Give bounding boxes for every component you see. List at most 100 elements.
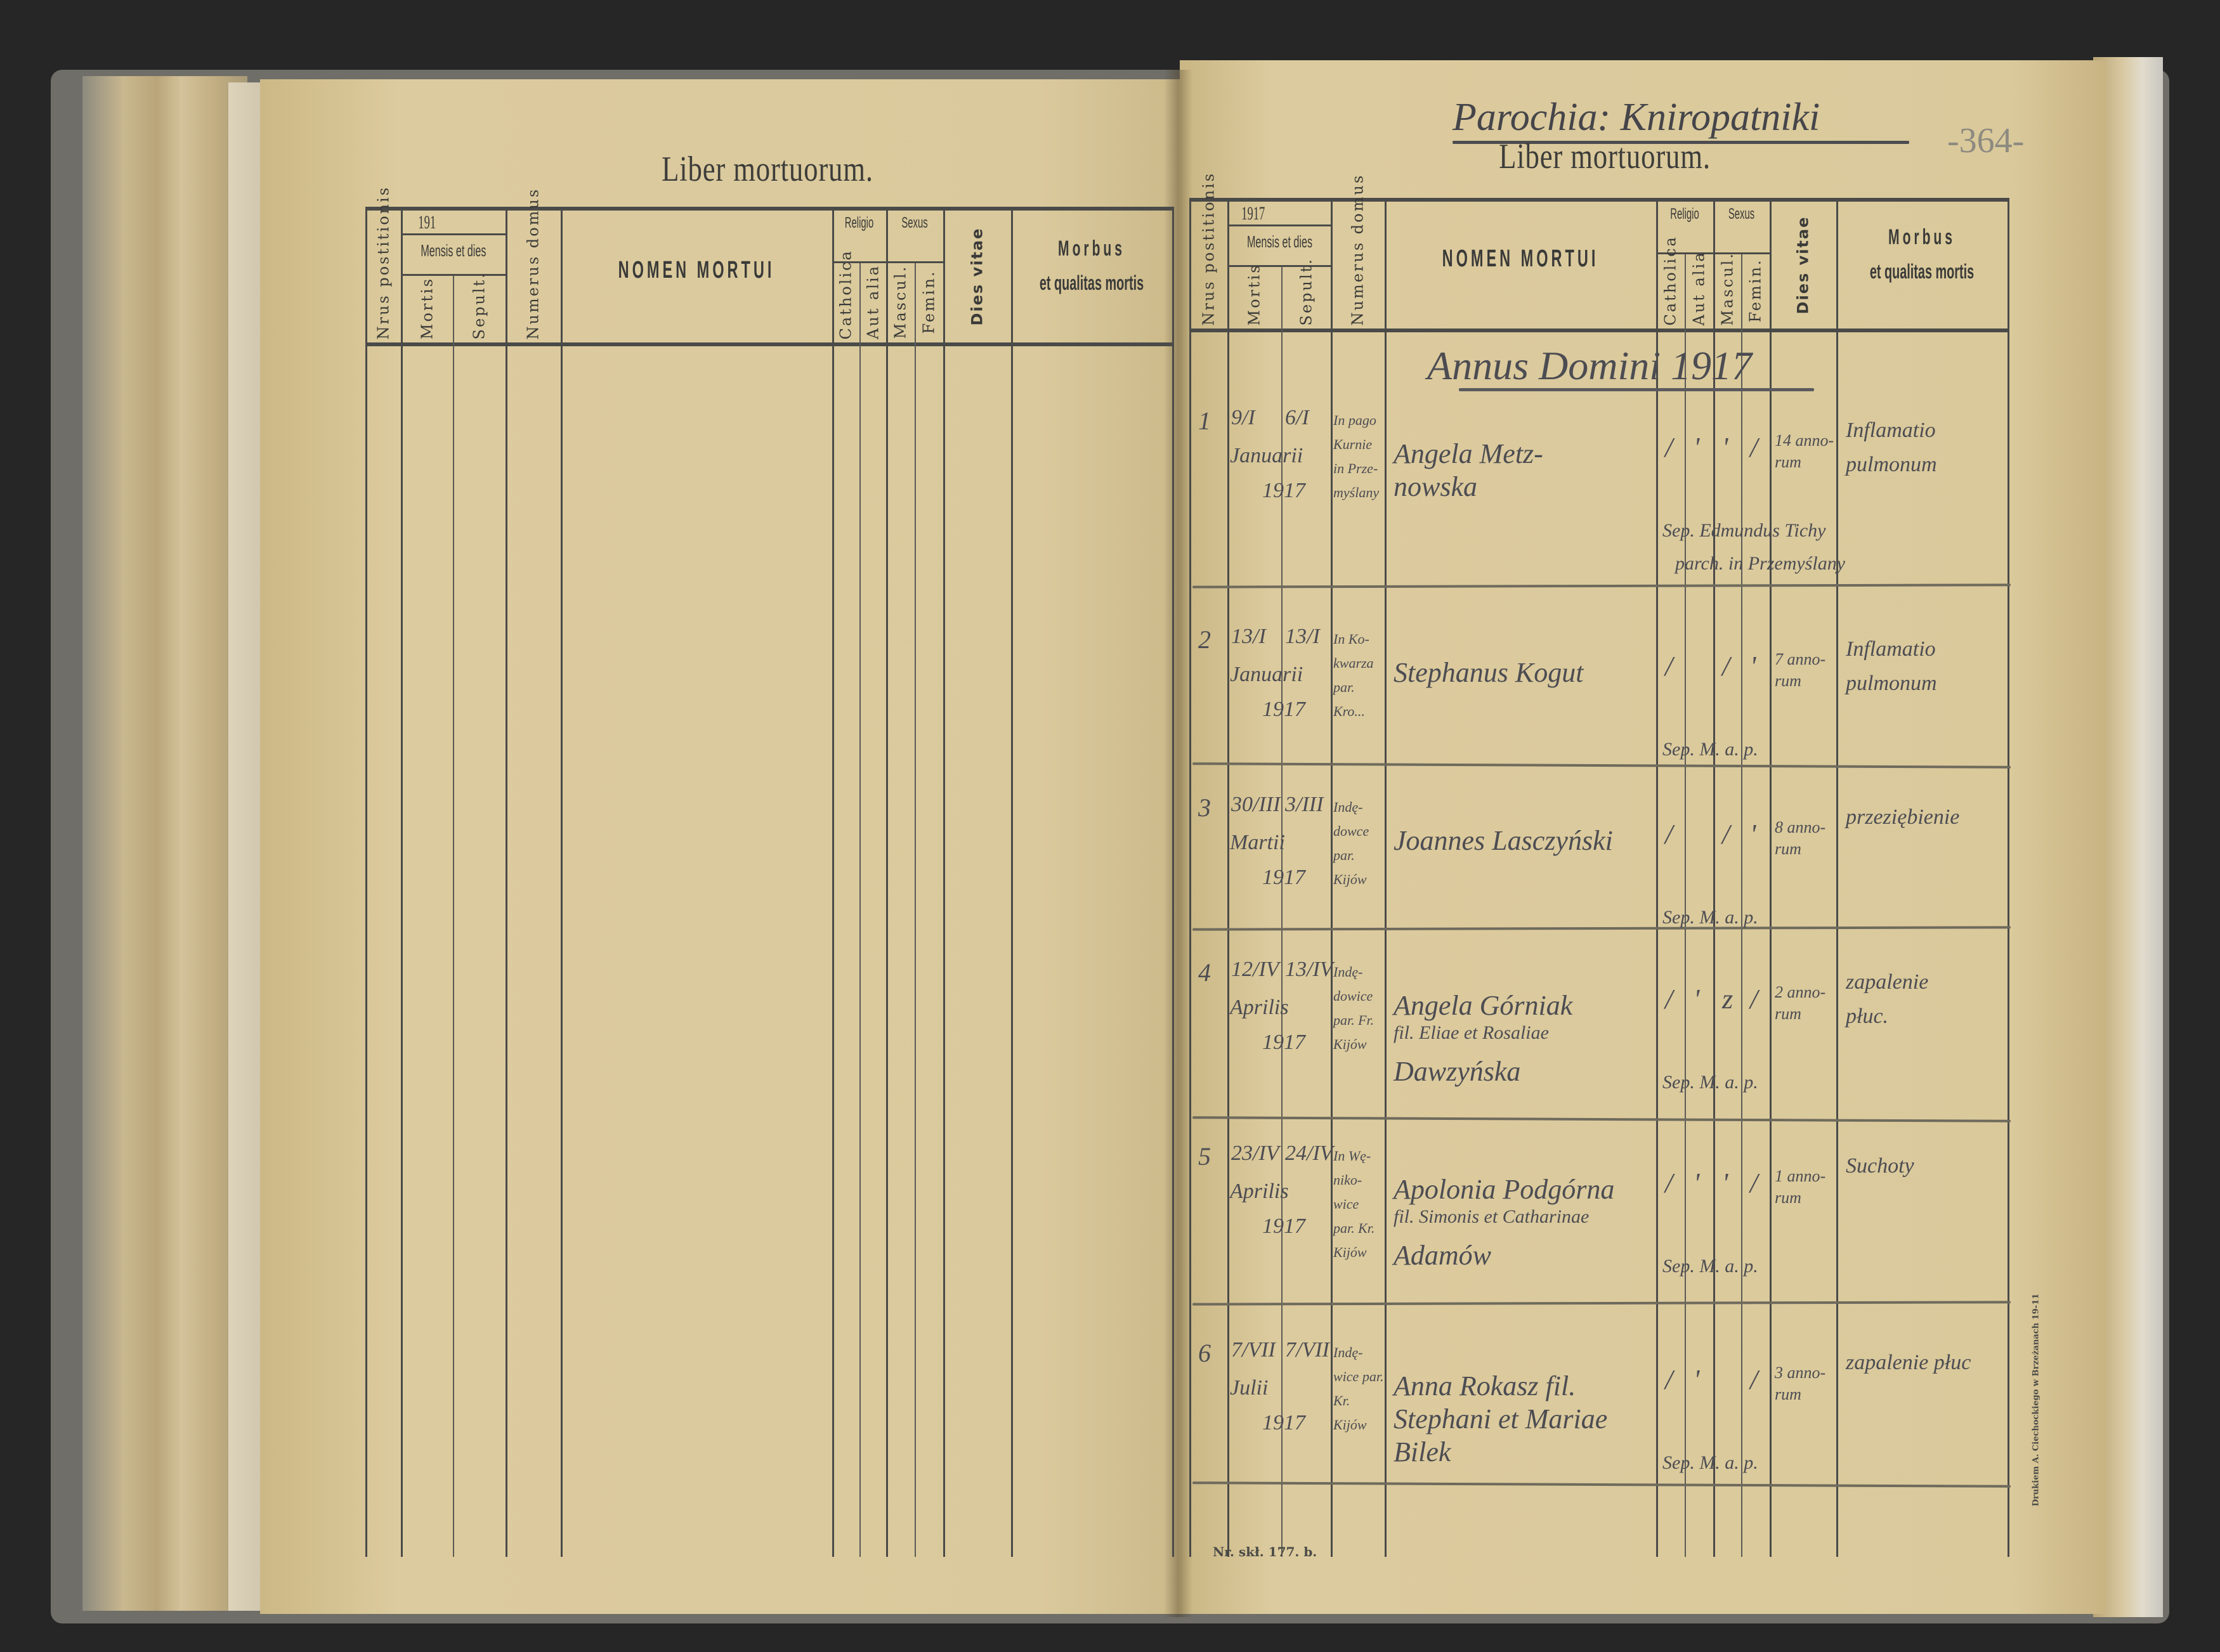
entry-domus-line: par. Kr. (1333, 1220, 1375, 1236)
left-header-mensis: Mensis et dies (421, 241, 486, 260)
entry-year: 1917 (1262, 698, 1305, 721)
left-header-nrus: Nrus postitionis (374, 185, 392, 339)
entry-femin-mark: / (1750, 984, 1758, 1015)
entry-dies-vitae-line: 1 anno- (1775, 1167, 1826, 1185)
right-subcolumn-line (1685, 254, 1686, 1557)
left-column-line (886, 207, 888, 1557)
entry-femin-mark: ' (1750, 651, 1756, 682)
right-page-title: Liber mortuorum. (1499, 137, 1711, 176)
entry-name-line: Anna Rokasz fil. (1394, 1370, 1576, 1402)
entry-number: 3 (1198, 793, 1211, 822)
entry-sepelivit-note: Sep. Edmundus Tichy (1662, 520, 1826, 541)
right-header-religio: Religio (1670, 205, 1699, 223)
left-header-sexus: Sexus (901, 214, 928, 231)
entry-domus-line: In Ko- (1333, 631, 1369, 647)
right-column-line (1770, 198, 1772, 1557)
entry-aut-alia-mark: ' (1694, 432, 1700, 463)
entry-date-sepult: 24/IV (1285, 1141, 1333, 1165)
entry-femin-mark: / (1750, 1364, 1758, 1395)
entry-domus-line: in Prze- (1333, 460, 1378, 476)
entry-number: 6 (1198, 1339, 1211, 1367)
entry-domus-line: Kijów (1333, 1417, 1367, 1433)
right-column-line (1713, 198, 1715, 1557)
right-page (1180, 60, 2106, 1614)
right-column-line (1656, 198, 1658, 1557)
right-religio-sexus-rule (1656, 252, 1770, 254)
entry-morbus-line: płuc. (1846, 1005, 1889, 1028)
left-header-mascul: Mascul. (891, 264, 910, 339)
book-gutter (1164, 70, 1192, 1617)
entry-sepelivit-note: Sep. M. a. p. (1662, 1452, 1758, 1473)
right-header-mascul: Mascul. (1718, 251, 1736, 325)
left-header-aut-alia: Aut alia (864, 264, 882, 339)
left-column-line (401, 207, 403, 1557)
entry-dies-vitae-line: rum (1775, 1188, 1801, 1207)
right-header-mortis: Mortis (1245, 263, 1263, 325)
entry-mascul-mark: z (1722, 984, 1734, 1015)
entry-dies-vitae-line: 2 anno- (1775, 983, 1826, 1001)
page-stack-left (82, 76, 247, 1611)
entry-name-line: Adamów (1394, 1240, 1491, 1271)
entry-date-mortis: 9/I (1231, 406, 1255, 429)
entry-dies-vitae-line: rum (1775, 453, 1801, 471)
entry-mascul-mark: ' (1722, 1167, 1728, 1199)
entry-aut-alia-mark: ' (1694, 984, 1700, 1015)
entry-year: 1917 (1262, 479, 1305, 502)
right-header-dies-vitae: Dies vitae (1794, 216, 1812, 314)
entry-sepelivit-note: parch. in Przemyślany (1675, 553, 1846, 574)
right-subcolumn-line (1281, 266, 1283, 1557)
left-header-catholica: Catholica (837, 249, 855, 339)
entry-name-line: Joannes Lasczyński (1394, 825, 1613, 856)
left-header-sepult: Sepult. (470, 271, 488, 339)
entry-femin-mark: ' (1750, 819, 1756, 850)
entry-domus-line: Kr. (1333, 1393, 1350, 1408)
left-header-year: 191 (418, 212, 436, 233)
entry-morbus-line: przeziębienie (1846, 805, 1960, 829)
entry-catholica-mark: / (1665, 651, 1673, 682)
entry-date-sepult: 7/VII (1285, 1338, 1329, 1362)
entry-domus-line: par. Fr. (1333, 1012, 1374, 1028)
entry-sepelivit-note: Sep. M. a. p. (1662, 907, 1758, 928)
right-column-line (1227, 198, 1229, 1557)
page-number: -364- (1947, 121, 2025, 160)
entry-name-line: Bilek (1394, 1436, 1451, 1467)
entry-femin-mark: / (1750, 432, 1758, 463)
entry-morbus-line: Inflamatio (1846, 419, 1936, 442)
left-year-rule (401, 233, 506, 235)
left-header-domus: Numerus domus (524, 187, 542, 339)
entry-name-line: Angela Górniak (1394, 990, 1573, 1021)
right-column-line (1385, 198, 1387, 1557)
entry-morbus-line: zapalenie (1846, 970, 1929, 994)
right-column-line (1836, 198, 1838, 1557)
entry-sepelivit-note: Sep. M. a. p. (1662, 1072, 1758, 1093)
left-header-morbus: Morbus (1058, 237, 1125, 261)
entry-domus-line: par. (1333, 847, 1355, 863)
entry-year: 1917 (1262, 866, 1305, 889)
entry-mascul-mark: / (1722, 819, 1730, 850)
entry-name-line: Angela Metz- (1394, 438, 1543, 469)
entry-name-line: fil. Eliae et Rosaliae (1394, 1022, 1549, 1043)
right-table-top-rule (1189, 198, 2008, 202)
entry-dies-vitae-line: 8 anno- (1775, 818, 1826, 836)
entry-aut-alia-mark: ' (1694, 1364, 1700, 1395)
right-mensis-rule (1227, 265, 1331, 267)
right-header-nomen: NOMEN MORTUI (1442, 245, 1599, 272)
entry-dies-vitae-line: 7 anno- (1775, 650, 1826, 668)
right-header-qualitas: et qualitas mortis (1869, 260, 1975, 283)
entry-date-sepult: 13/IV (1285, 958, 1333, 981)
entry-domus-line: myślany (1333, 485, 1380, 500)
entry-domus-line: kwarza (1333, 655, 1374, 671)
entry-morbus-line: pulmonum (1846, 672, 1937, 695)
entry-dies-vitae-line: 14 anno- (1775, 431, 1834, 450)
left-table-header-rule (365, 342, 1172, 346)
left-header-qualitas: et qualitas mortis (1039, 271, 1144, 294)
entry-date-mortis: 12/IV (1231, 958, 1279, 981)
entry-catholica-mark: / (1665, 984, 1673, 1015)
entry-dies-vitae-line: rum (1775, 840, 1801, 858)
left-header-nomen: NOMEN MORTUI (618, 257, 775, 283)
entry-domus-line: wice (1333, 1196, 1359, 1212)
right-column-line (1331, 198, 1333, 1557)
right-header-mensis: Mensis et dies (1246, 232, 1313, 251)
left-table-top-rule (365, 207, 1172, 211)
left-header-religio: Religio (844, 214, 874, 231)
